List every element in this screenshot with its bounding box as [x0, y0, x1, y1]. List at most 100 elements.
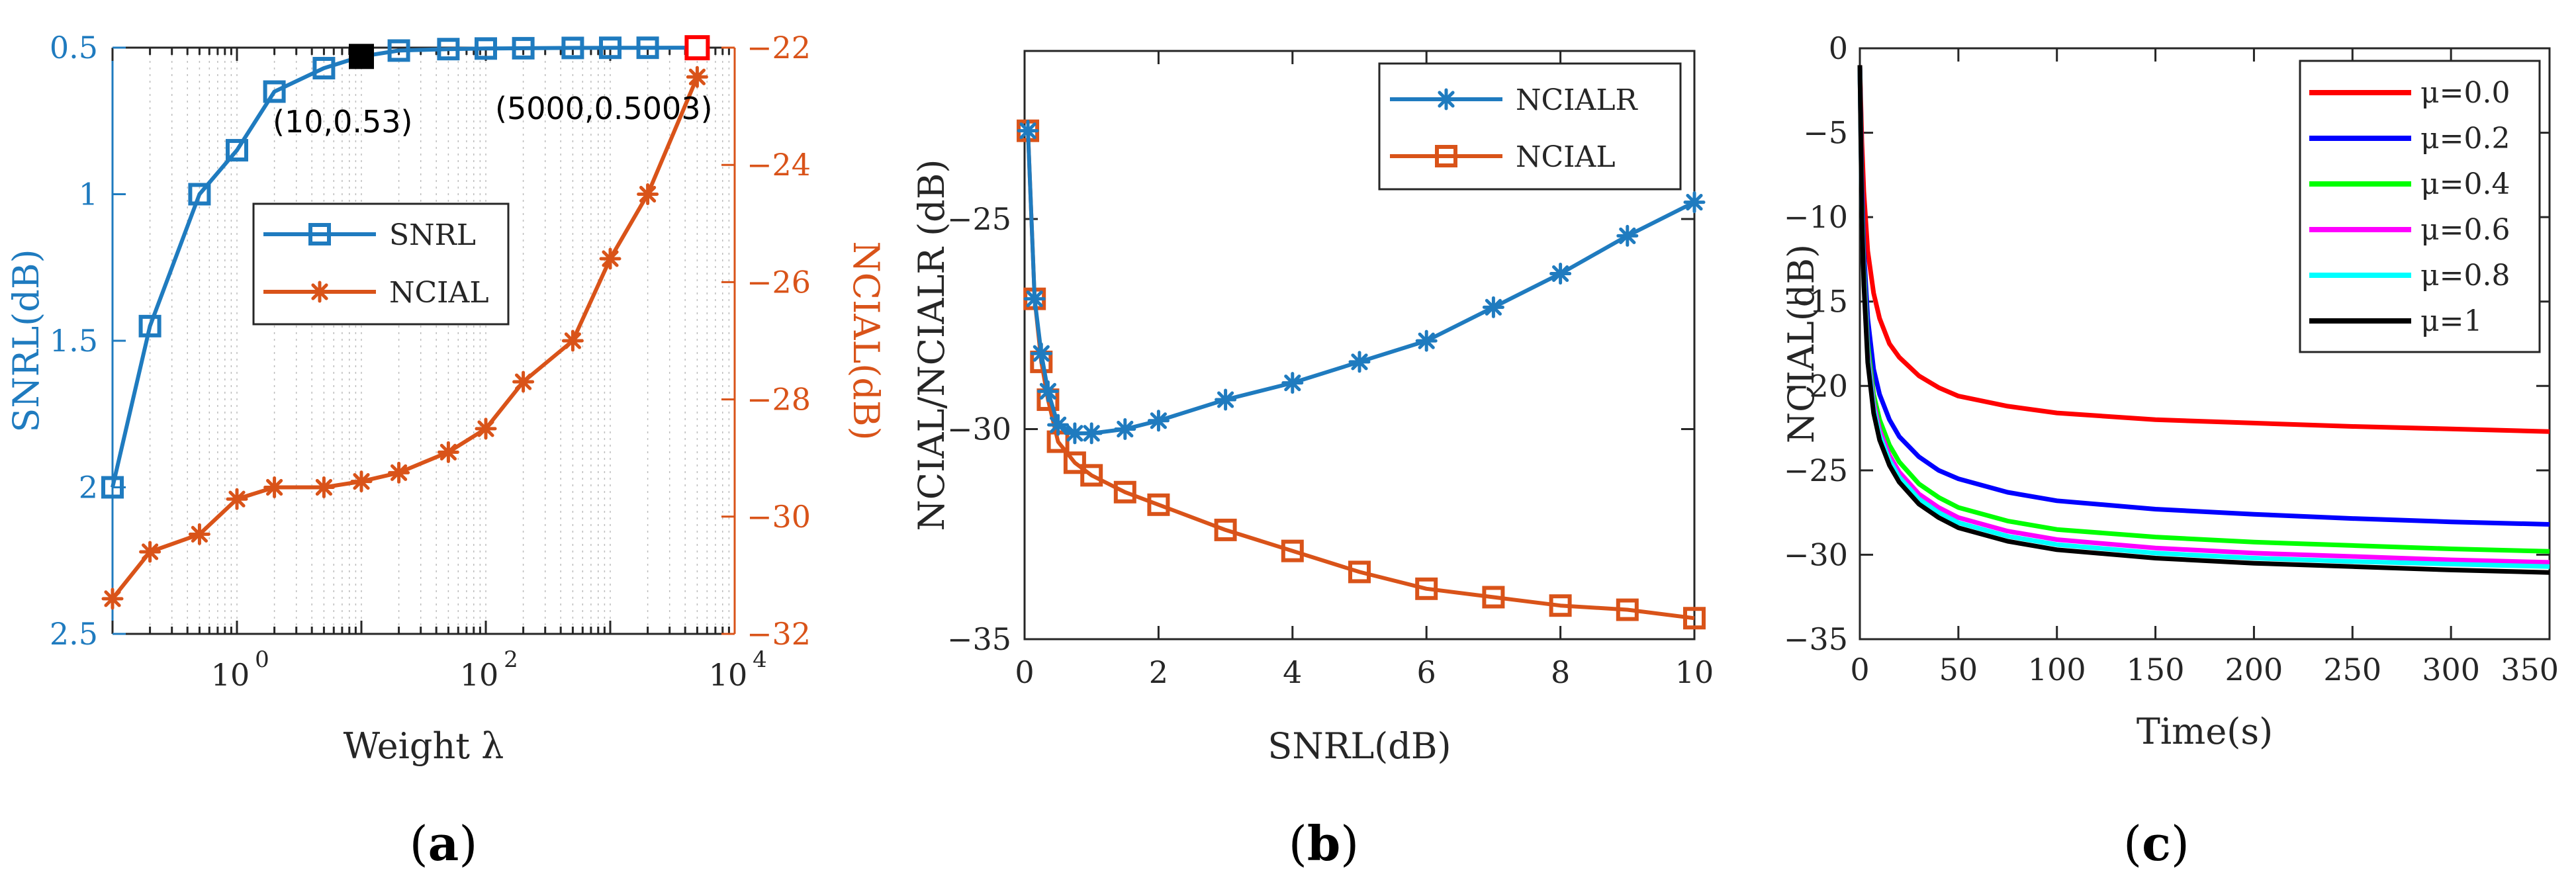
legend-label: μ=1 — [2420, 304, 2482, 338]
legend-marker-ncialr — [1435, 88, 1457, 111]
data-point-ncialr — [1482, 296, 1504, 318]
annotation-10: (10,0.53) — [273, 104, 412, 140]
data-point-ncial — [1147, 493, 1170, 516]
legend-label-ncial: NCIAL — [389, 276, 489, 310]
x-tick-label: 0 — [1850, 652, 1869, 687]
x-tick-label: 0 — [1015, 654, 1034, 690]
x-tick-label: 100 — [2028, 652, 2086, 687]
legend-label: μ=0.6 — [2420, 213, 2510, 247]
data-point-ncial — [561, 330, 584, 352]
x-tick-label: 10 — [1675, 654, 1714, 690]
y-tick-label: −5 — [1803, 115, 1848, 151]
data-point-ncial — [475, 418, 497, 440]
y-right-tick-label: −30 — [747, 499, 811, 535]
x-tick-label: 50 — [1939, 652, 1978, 687]
highlight-point-red — [684, 35, 710, 61]
legend-box — [1378, 62, 1682, 191]
data-point-snrl — [512, 36, 535, 60]
panel-c: 0 50 100 150 200 250 300 350 0 −5 −10 −15 −20 −25 −30 −… — [1780, 30, 2559, 871]
data-point-ncial — [101, 588, 124, 610]
legend-label: μ=0.8 — [2420, 259, 2510, 292]
data-point-ncial — [1415, 577, 1438, 600]
highlight-point-black — [349, 44, 374, 69]
y-right-tick-label: −24 — [747, 147, 811, 183]
data-point-snrl — [101, 476, 124, 499]
legend-label: μ=0.4 — [2420, 167, 2510, 201]
series-line-black — [1857, 65, 2550, 575]
x-tick-label: 6 — [1417, 654, 1436, 690]
data-point-ncial — [1549, 594, 1572, 617]
data-point-ncialr — [1616, 224, 1639, 247]
data-point-snrl — [312, 57, 336, 80]
y-tick-label: 0 — [1829, 30, 1848, 66]
y-left-tick-label: 1.5 — [50, 323, 98, 359]
data-point-snrl — [437, 38, 460, 61]
y-tick-label: −15 — [1784, 284, 1848, 320]
data-point-ncialr — [1281, 372, 1304, 394]
data-point-ncialr — [1017, 120, 1039, 142]
y-left-tick-label: 2.5 — [50, 616, 98, 652]
legend-label: μ=0.0 — [2420, 76, 2510, 110]
data-point-ncialr — [1030, 342, 1052, 365]
data-point-ncialr — [1215, 388, 1237, 411]
legend: μ=0.0 μ=0.2 μ=0.4 μ=0.6 μ=0.8 μ=1 — [2299, 60, 2541, 353]
data-point-ncialr — [1036, 380, 1059, 402]
legend-box — [2299, 60, 2541, 353]
x-tick-label: 200 — [2225, 652, 2283, 687]
x-tick-label: 10 — [211, 657, 250, 693]
data-point-ncial — [139, 541, 161, 563]
legend-box — [252, 202, 510, 326]
y-tick-label: −10 — [1784, 199, 1848, 235]
data-point-ncialr — [1415, 330, 1438, 352]
x-tick-label-exponent: 4 — [753, 646, 767, 673]
x-tick-label: 2 — [1149, 654, 1168, 690]
legend-marker-snrl — [308, 223, 331, 245]
y-left-axis-label: SNRL(dB) — [5, 249, 47, 432]
x-tick-label: 10 — [460, 657, 499, 693]
annotation-5000: (5000,0.5003) — [495, 91, 713, 126]
data-point-ncial — [1616, 598, 1639, 621]
data-point-ncial — [350, 470, 373, 493]
data-point-snrl — [188, 183, 211, 206]
plot-frame — [1859, 47, 2551, 641]
data-point-ncialr — [1147, 410, 1170, 432]
legend-marker-ncial — [308, 281, 331, 303]
x-axis-label: Time(s) — [2137, 711, 2273, 752]
data-point-ncial — [312, 476, 335, 498]
x-tick-label: 4 — [1283, 654, 1302, 690]
series-line-ncial — [111, 76, 700, 600]
x-tick-label-exponent: 2 — [504, 646, 518, 673]
x-axis-label: SNRL(dB) — [1267, 725, 1451, 767]
legend-marker-ncial — [1435, 145, 1457, 167]
x-tick-label: 350 — [2501, 652, 2559, 687]
data-point-ncialr — [1549, 263, 1572, 285]
panel-label-b: (b) — [1289, 815, 1359, 871]
data-point-ncial — [188, 523, 210, 545]
series-line-red — [1857, 65, 2550, 434]
x-tick-label: 300 — [2422, 652, 2480, 687]
data-point-ncial — [1113, 480, 1136, 504]
legend-label-ncialr: NCIALR — [1516, 83, 1639, 117]
y-axis-label: NCIAL(dB) — [1780, 244, 1822, 443]
series-line-ncial — [1026, 130, 1695, 621]
y-tick-label: −30 — [1784, 537, 1848, 572]
data-point-ncial — [1063, 451, 1086, 474]
data-point-ncial — [1080, 464, 1103, 487]
y-tick-label: −35 — [947, 621, 1011, 657]
legend: SNRL NCIAL — [252, 202, 510, 326]
panel-b: 0 2 4 6 8 10 −25 −30 −35 SNRL(dB) NCIAL/NCIALR (dB… — [911, 50, 1714, 871]
panel-label-a: (a) — [410, 815, 478, 871]
panel-label-c: (c) — [2123, 815, 2189, 871]
data-point-ncial — [1482, 586, 1505, 609]
data-point-ncialr — [1080, 422, 1103, 445]
data-point-ncial — [637, 183, 659, 205]
y-right-tick-label: −32 — [747, 616, 811, 652]
x-tick-label: 250 — [2323, 652, 2381, 687]
plot-frame — [1023, 50, 1696, 641]
data-point-ncialr — [1348, 351, 1371, 373]
y-left-tick-label: 1 — [79, 177, 98, 212]
data-point-ncial — [1214, 518, 1237, 541]
data-point-ncial — [1683, 607, 1706, 630]
y-right-tick-label: −22 — [747, 30, 811, 66]
